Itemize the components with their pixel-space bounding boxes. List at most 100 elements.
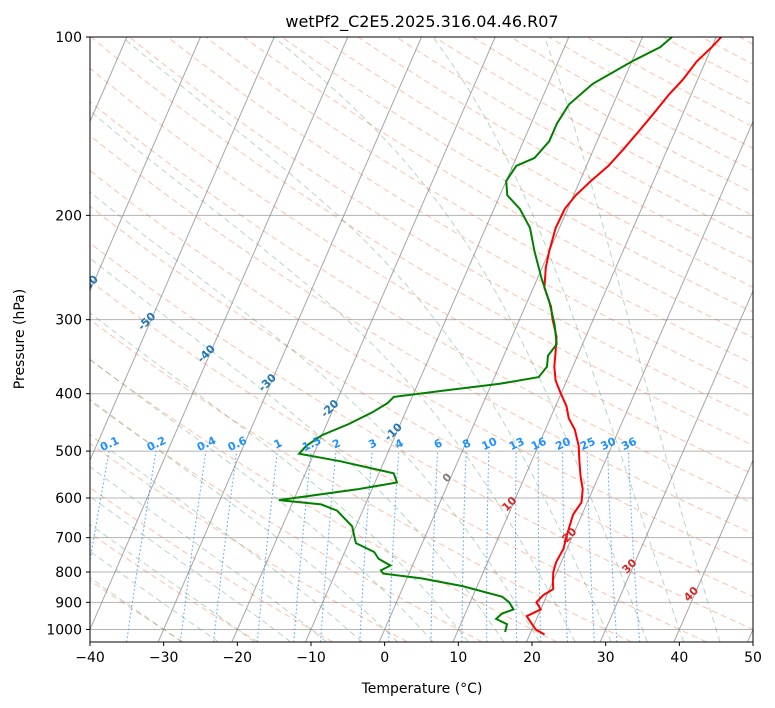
dry-adiabat-line [90,169,753,566]
axes: −40 −30 −20 −10 0 10 20 30 40 5010020030040050060… [46,30,762,666]
dry-adiabat-line [434,37,753,217]
mixing-ratio-label: 16 [529,435,549,453]
y-tick-label: 500 [55,444,82,460]
isotherm-line [305,37,570,642]
y-tick-label: 400 [55,387,82,403]
mixing-ratio-label: 13 [507,435,526,453]
isotherm-line [90,37,275,462]
moist-adiabat-line [90,398,398,642]
dry-adiabat-line [90,442,408,642]
dry-adiabat-line [472,37,753,194]
mixing-ratio-label: 6 [432,436,445,451]
x-tick-label: 0 [380,650,389,666]
mixing-ratio-label: 20 [553,435,573,453]
moist-adiabat-line [90,523,255,642]
isotherm-line [599,289,753,642]
moist-adiabat-line [544,37,721,642]
dry-adiabat-line [281,37,753,313]
mixing-ratio-label: 1 [272,436,284,451]
isotherm-label: -60 [78,272,101,295]
mixing-ratio-label: 10 [480,435,500,453]
x-tick-label: −40 [75,650,105,666]
mixing-ratio-label: 30 [599,435,619,453]
y-tick-label: 200 [55,208,82,224]
y-tick-label: 600 [55,491,82,507]
y-tick-label: 700 [55,531,82,547]
dry-adiabat-line [357,37,753,264]
isotherm-line [90,37,201,293]
y-tick-label: 900 [55,595,82,611]
plot-area: 0.10.20.40.611.52346810131620253036-100-… [23,37,753,642]
dry-adiabat-line [90,100,753,505]
dry-adiabat-line [90,242,753,630]
mixing-ratio-label: 36 [619,435,639,453]
x-tick-label: −20 [223,650,253,666]
y-tick-label: 100 [55,30,82,46]
plot-frame [89,36,754,643]
dry-adiabat-line [662,37,753,86]
dry-adiabat-line [90,487,334,642]
dry-adiabat-line [586,37,753,128]
moist-adiabat-line [90,495,292,642]
dry-adiabat-line [129,37,753,419]
mixing-ratio-line [515,451,518,642]
isotherm-label: -20 [318,397,341,420]
moist-adiabat-line [90,191,540,642]
mixing-ratio-line [213,451,238,642]
dry-adiabat-line [90,532,259,642]
moist-adiabat-line [90,576,183,642]
isotherm-line [673,458,753,642]
mixing-ratio-line [430,451,439,642]
isotherm-line [157,37,422,642]
mixing-ratio-label: 2 [330,436,342,451]
x-tick-label: −30 [149,650,179,666]
moist-adiabat-line [273,37,648,642]
dry-adiabat-line [739,37,753,45]
isotherm-label: 0 [440,470,455,485]
moist-adiabat-line [432,37,685,642]
mixing-ratio-line [90,451,110,563]
mixing-ratio-line [628,451,641,642]
isotherm-line [90,37,349,631]
mixing-ratio-line [256,451,278,642]
dry-adiabat-line [548,37,753,149]
moist-adiabat-line [90,434,363,642]
y-tick-label: 300 [55,313,82,329]
isotherm-line [747,628,753,642]
x-tick-label: 10 [449,650,467,666]
dry-adiabat-line [90,37,753,446]
dry-adiabat-line [243,37,753,339]
x-axis-title: Temperature (°C) [361,681,483,697]
x-tick-label: 20 [523,650,541,666]
isotherm-line [526,120,753,642]
moist-adiabat-line [90,550,219,642]
x-tick-label: −10 [296,650,326,666]
isotherm-line [378,37,643,642]
isotherm-label: -70 [23,229,46,252]
dry-adiabat-line [167,37,753,391]
dry-adiabat-line [510,37,753,171]
dewpoint-profile-line [278,37,673,633]
mixing-ratio-label: 3 [366,436,378,451]
mixing-ratio-line [586,451,595,642]
x-tick-label: 30 [597,650,615,666]
mixing-ratio-line [486,451,490,642]
dry-adiabat-line [90,400,483,642]
x-tick-label: 40 [670,650,688,666]
dry-adiabat-line [90,205,753,598]
temperature-profile-line [525,37,723,636]
y-tick-label: 800 [55,565,82,581]
mixing-ratio-line [179,451,207,642]
moist-adiabat-line [90,110,576,642]
mixing-ratio-label: 25 [578,435,597,453]
dry-adiabat-line [90,134,753,535]
moist-adiabat-line [90,466,327,642]
dry-adiabat-line [90,319,632,642]
isotherm-line [231,37,496,642]
isotherm-label: 20 [559,525,579,545]
dry-adiabat-line [396,37,753,240]
isotherm-label: -40 [195,342,218,365]
isotherm-line [452,37,717,642]
dry-adiabat-line [701,37,753,65]
